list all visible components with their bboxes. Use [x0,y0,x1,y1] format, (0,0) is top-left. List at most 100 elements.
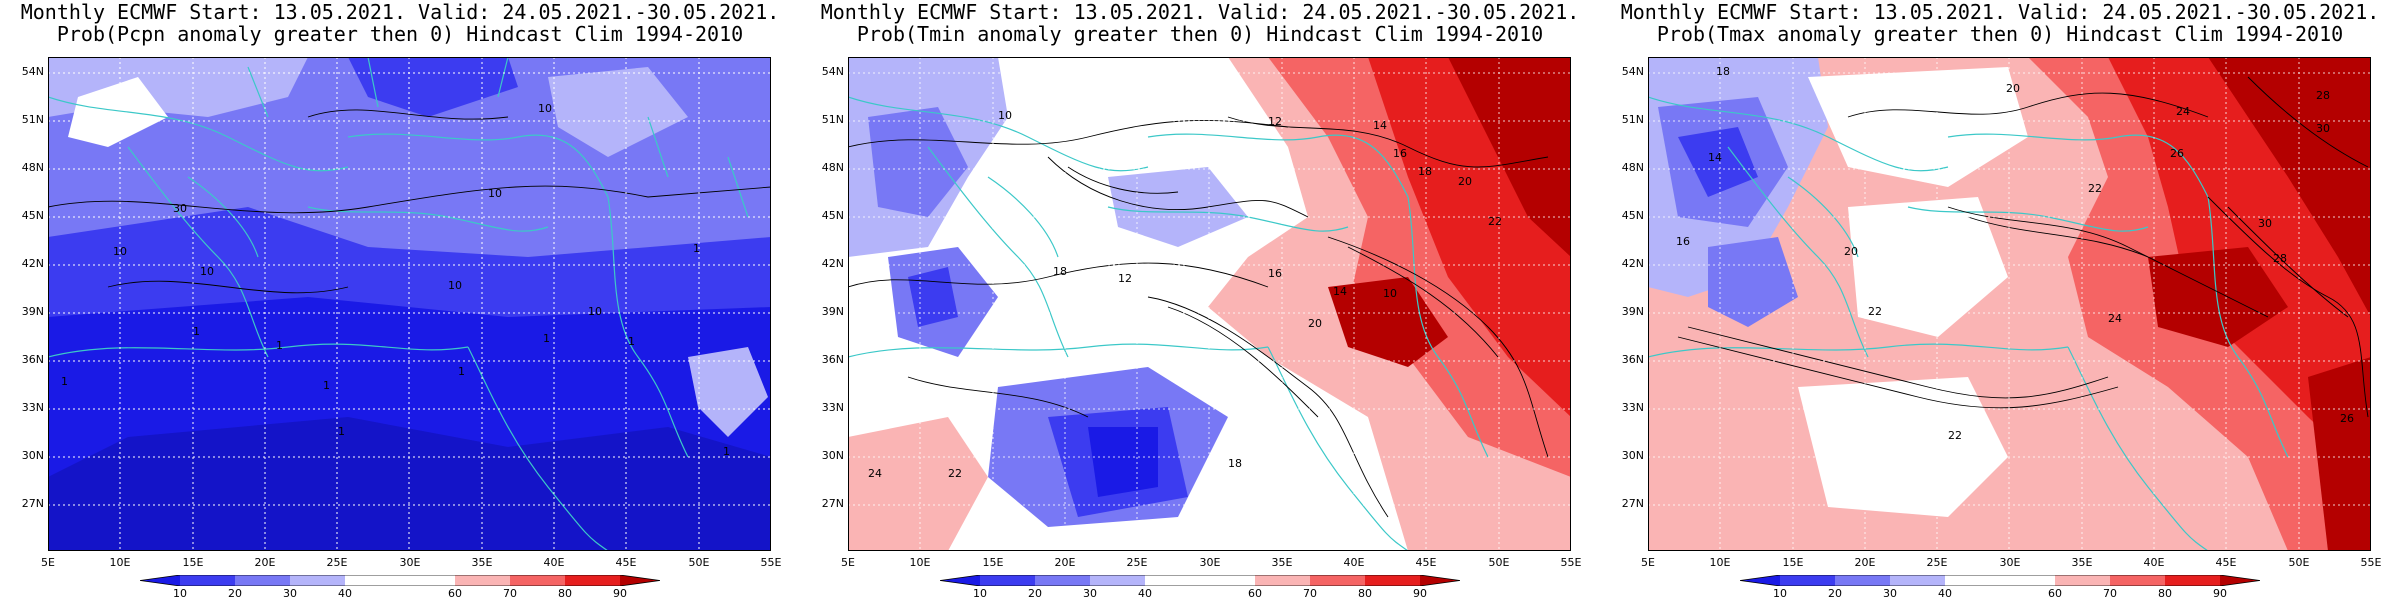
contour-label: 10 [200,265,214,278]
lon-tick: 40E [2143,556,2165,569]
colorbar-svg [940,575,1460,586]
contour-label: 18 [1228,457,1242,470]
contour-label: 1 [323,379,330,392]
lon-tick: 15E [982,556,1004,569]
lon-tick: 5E [841,556,855,569]
colorbar-tick: 40 [338,587,352,600]
contour-label: 30 [2316,122,2330,135]
lat-tick: 45N [21,209,44,222]
panel-tmax: Monthly ECMWF Start: 13.05.2021. Valid: … [1600,0,2400,600]
contour-label: 10 [488,187,502,200]
colorbar-swatch [1945,575,2055,586]
contour-label: 22 [1868,305,1882,318]
contour-label: 1 [193,325,200,338]
tmin-contours [848,116,1549,518]
tmin-map-svg: 10 12 14 16 18 20 22 24 18 16 14 12 10 2… [848,57,1571,551]
lat-tick: 36N [1621,353,1644,366]
colorbar-swatch [1420,575,1460,586]
pcpn-map-svg: 10 10 10 10 10 10 30 1 1 1 1 1 1 1 1 1 1 [48,57,771,551]
lat-tick: 54N [1621,65,1644,78]
lon-tick: 45E [615,556,637,569]
contour-label: 14 [1708,151,1722,164]
tmin-grid [848,57,1571,551]
lon-tick: 40E [543,556,565,569]
lat-tick: 42N [21,257,44,270]
tmin-west-mid-blue [868,107,968,217]
colorbar-tick: 90 [2213,587,2227,600]
lat-tick: 42N [1621,257,1644,270]
contour-label: 24 [2108,312,2122,325]
contour-label: 30 [173,202,187,215]
colorbar-swatch [565,575,620,586]
lat-tick: 33N [1621,401,1644,414]
panel-pcpn: Monthly ECMWF Start: 13.05.2021. Valid: … [0,0,800,600]
colorbar-tick: 90 [613,587,627,600]
contour-label: 16 [1676,235,1690,248]
lon-tick: 50E [1488,556,1510,569]
contour-label: 22 [948,467,962,480]
pcpn-map[interactable]: 10 10 10 10 10 10 30 1 1 1 1 1 1 1 1 1 1 [48,57,771,551]
tmin-africa-deepest [1088,427,1158,497]
contour-label: 16 [1268,267,1282,280]
lat-tick: 51N [821,113,844,126]
tmax-se-dark [2308,357,2371,551]
lat-tick: 36N [821,353,844,366]
tmax-coastlines [1648,96,2289,551]
tmax-turkey-dark [2148,247,2288,347]
lon-tick: 50E [688,556,710,569]
lon-tick: 30E [399,556,421,569]
contour-label: 20 [1458,175,1472,188]
colorbar-swatch [2220,575,2260,586]
contour-label: 22 [2088,182,2102,195]
tmin-sw-pink [848,417,988,551]
colorbar-swatch [940,575,980,586]
pcpn-grid [48,57,771,551]
tmax-map[interactable]: 18 20 22 24 26 28 30 16 14 24 22 20 30 2… [1648,57,2371,551]
colorbar-tick: 80 [2158,587,2172,600]
lat-tick: 48N [821,161,844,174]
colorbar-tick: 30 [283,587,297,600]
lon-tick: 25E [1926,556,1948,569]
colorbar-swatch [290,575,345,586]
contour-label: 18 [1716,65,1730,78]
lat-tick: 30N [21,449,44,462]
contour-label: 1 [628,335,635,348]
contour-label: 10 [113,245,127,258]
contour-label: 26 [2340,412,2354,425]
colorbar [940,575,1460,586]
contour-label: 14 [1373,119,1387,132]
colorbar-swatch [235,575,290,586]
colorbar-tick: 80 [1358,587,1372,600]
contour-label: 1 [338,425,345,438]
colorbar-svg [1740,575,2260,586]
colorbar-swatch [1740,575,1780,586]
colorbar-tick: 90 [1413,587,1427,600]
colorbar-swatch [1835,575,1890,586]
colorbar-tick: 10 [973,587,987,600]
contour-label: 22 [1488,215,1502,228]
tmin-map[interactable]: 10 12 14 16 18 20 22 24 18 16 14 12 10 2… [848,57,1571,551]
contour-label: 1 [61,375,68,388]
lat-tick: 54N [821,65,844,78]
tmax-italy-blue [1708,237,1798,327]
tmax-central-white [1808,67,2028,187]
colorbar-tick: 10 [1773,587,1787,600]
colorbar-swatch [1890,575,1945,586]
lon-tick: 30E [1199,556,1221,569]
colorbar [140,575,660,586]
contour-label: 10 [448,279,462,292]
tmax-balkans-white [1848,197,2008,337]
contour-label: 20 [2006,82,2020,95]
contour-label: 26 [2170,147,2184,160]
lon-tick: 10E [109,556,131,569]
colorbar-swatch [1255,575,1310,586]
contour-label: 28 [2316,89,2330,102]
lat-tick: 51N [1621,113,1644,126]
tmax-africa-white [1798,377,2008,517]
pcpn-coastlines [48,57,749,551]
colorbar-swatch [1090,575,1145,586]
colorbar-tick: 30 [1883,587,1897,600]
lon-tick: 45E [2215,556,2237,569]
lon-tick: 5E [41,556,55,569]
colorbar-tick: 40 [1138,587,1152,600]
